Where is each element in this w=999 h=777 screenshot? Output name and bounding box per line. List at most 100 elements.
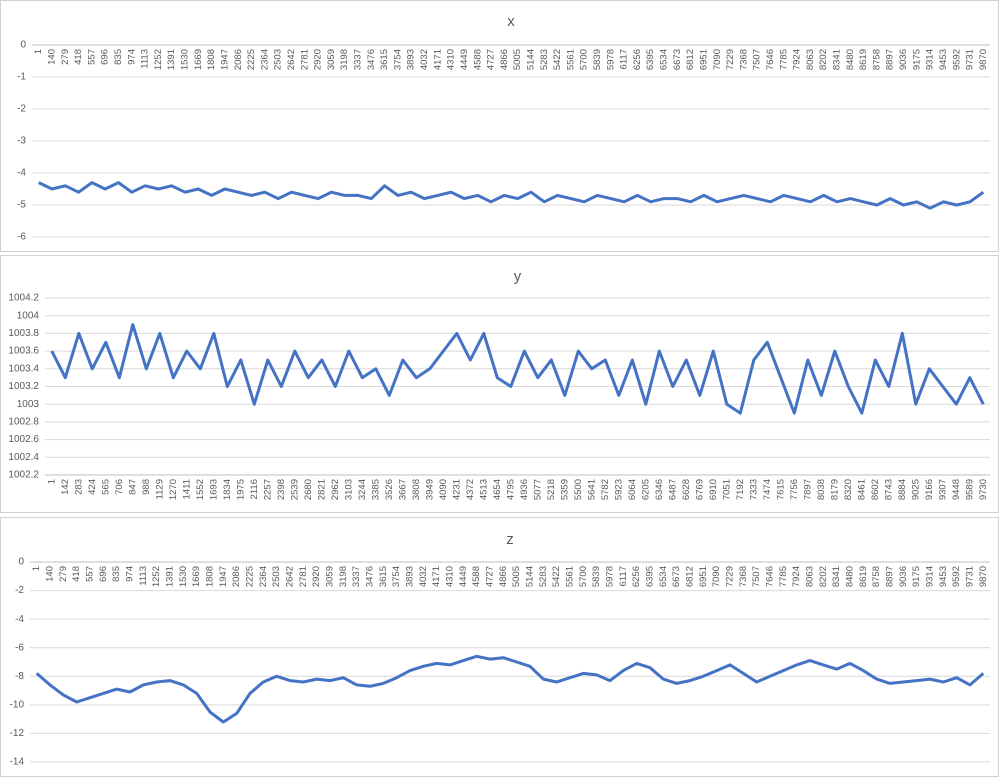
x-tick-label: 7924 xyxy=(792,49,803,70)
x-tick-label: 1113 xyxy=(140,49,151,69)
x-tick-label: 3526 xyxy=(384,479,395,500)
x-tick-label: 2503 xyxy=(271,566,282,587)
x-tick-label: 988 xyxy=(141,479,152,495)
y-tick-label: 1002.2 xyxy=(8,470,39,481)
x-tick-label: 8897 xyxy=(885,49,896,70)
y-tick-label: -1 xyxy=(17,72,26,83)
x-tick-label: 3337 xyxy=(353,49,364,70)
x-tick-label: 5359 xyxy=(559,479,570,500)
x-tick-label: 279 xyxy=(60,49,71,65)
x-tick-label: 2225 xyxy=(245,566,256,587)
x-tick-label: 7051 xyxy=(721,479,732,500)
x-tick-label: 6769 xyxy=(694,479,705,500)
x-tick-label: 5561 xyxy=(565,49,576,70)
x-tick-label: 9731 xyxy=(965,566,976,587)
x-tick-label: 7646 xyxy=(765,566,776,587)
x-tick-label: 9592 xyxy=(951,566,962,587)
x-tick-label: 9730 xyxy=(978,479,989,500)
y-tick-label: -4 xyxy=(15,614,24,625)
x-tick-label: 7507 xyxy=(751,566,762,587)
x-tick-label: 8884 xyxy=(897,479,908,500)
x-tick-label: 8202 xyxy=(818,566,829,587)
x-tick-label: 1947 xyxy=(218,566,229,587)
x-tick-label: 2398 xyxy=(276,479,287,500)
x-tick-label: 1411 xyxy=(181,479,192,499)
data-line xyxy=(38,181,985,210)
x-tick-label: 8480 xyxy=(845,566,856,587)
x-tick-label: 6951 xyxy=(698,566,709,587)
x-tick-label: 3476 xyxy=(366,49,377,70)
y-tick-label: 0 xyxy=(18,557,24,568)
x-tick-label: 7756 xyxy=(789,479,800,500)
x-tick-label: 5700 xyxy=(579,49,590,70)
y-tick-label: -2 xyxy=(15,585,24,596)
chart-panel xyxy=(0,0,999,252)
x-tick-label: 7785 xyxy=(778,49,789,70)
x-tick-label: 4795 xyxy=(505,479,516,500)
x-tick-label: 3385 xyxy=(370,479,381,500)
x-tick-label: 6256 xyxy=(632,49,643,70)
x-tick-label: 8202 xyxy=(818,49,829,70)
x-tick-label: 7615 xyxy=(775,479,786,500)
x-tick-label: 2821 xyxy=(316,479,327,500)
x-tick-label: 140 xyxy=(46,49,57,65)
x-tick-label: 4866 xyxy=(498,566,509,587)
x-tick-label: 8758 xyxy=(871,49,882,70)
x-tick-label: 2920 xyxy=(311,566,322,587)
x-tick-label: 1 xyxy=(46,479,57,484)
x-tick-label: 4513 xyxy=(478,479,489,500)
x-tick-label: 974 xyxy=(126,49,137,65)
x-tick-label: 1530 xyxy=(180,49,191,70)
x-tick-label: 1808 xyxy=(205,566,216,587)
x-tick-label: 3476 xyxy=(365,566,376,587)
x-tick-label: 8758 xyxy=(871,566,882,587)
y-tick-label: 1003.2 xyxy=(8,381,39,392)
x-tick-label: 7333 xyxy=(748,479,759,500)
x-tick-label: 8320 xyxy=(843,479,854,500)
x-tick-label: 1270 xyxy=(168,479,179,500)
x-tick-label: 6117 xyxy=(618,566,629,586)
chart-panel xyxy=(0,517,999,777)
x-tick-label: 5218 xyxy=(546,479,557,500)
x-tick-label: 8063 xyxy=(805,566,816,587)
y-tick-label: 1002.6 xyxy=(8,434,39,445)
x-tick-label: 5782 xyxy=(600,479,611,500)
x-tick-label: 9036 xyxy=(898,49,909,70)
x-tick-label: 6487 xyxy=(667,479,678,500)
x-tick-label: 7090 xyxy=(712,49,723,70)
x-tick-label: 3059 xyxy=(326,49,337,70)
x-tick-label: 4171 xyxy=(431,566,442,587)
x-tick-label: 8480 xyxy=(845,49,856,70)
x-tick-label: 3754 xyxy=(392,49,403,70)
x-tick-label: 7924 xyxy=(791,566,802,587)
x-tick-label: 3615 xyxy=(379,49,390,70)
x-tick-label: 4936 xyxy=(519,479,530,500)
x-tick-label: 7646 xyxy=(765,49,776,70)
x-tick-label: 9166 xyxy=(924,479,935,500)
x-tick-label: 2225 xyxy=(246,49,257,70)
x-tick-label: 5561 xyxy=(565,566,576,587)
x-tick-label: 4310 xyxy=(445,566,456,587)
x-tick-label: 2257 xyxy=(262,479,273,500)
x-tick-label: 2642 xyxy=(285,566,296,587)
x-tick-label: 5839 xyxy=(592,49,603,70)
x-tick-label: 5005 xyxy=(511,566,522,587)
x-tick-label: 4032 xyxy=(419,49,430,70)
x-tick-label: 2086 xyxy=(231,566,242,587)
x-tick-label: 142 xyxy=(60,479,71,495)
x-tick-label: 418 xyxy=(71,566,82,582)
y-tick-label: 1003.6 xyxy=(8,346,39,357)
x-tick-label: 706 xyxy=(114,479,125,495)
x-tick-label: 6628 xyxy=(681,479,692,500)
x-tick-label: 2364 xyxy=(258,566,269,587)
x-tick-label: 5144 xyxy=(525,49,536,70)
x-tick-label: 4231 xyxy=(451,479,462,500)
x-tick-label: 7368 xyxy=(738,566,749,587)
x-tick-label: 4727 xyxy=(486,49,497,70)
x-tick-label: 557 xyxy=(86,49,97,65)
x-tick-label: 2086 xyxy=(233,49,244,70)
x-tick-label: 2781 xyxy=(299,49,310,70)
x-tick-label: 4449 xyxy=(459,49,470,70)
x-tick-label: 7507 xyxy=(752,49,763,70)
